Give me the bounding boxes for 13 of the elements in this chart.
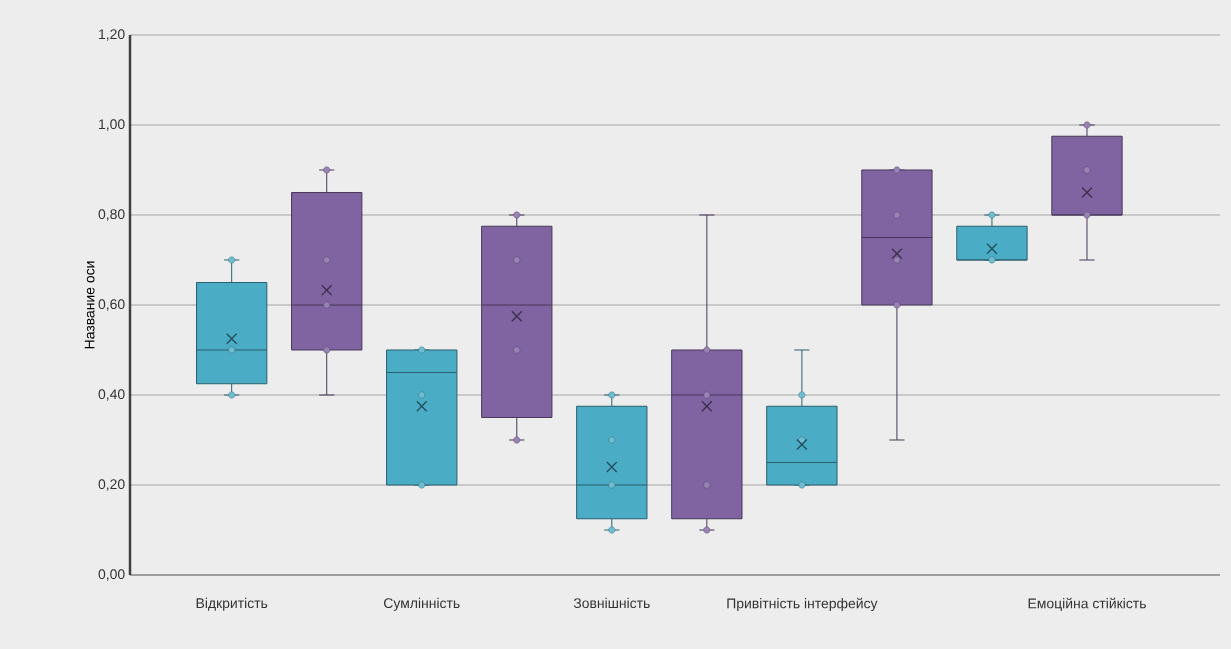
y-tick-label: 0,00 xyxy=(98,569,125,581)
x-tick-label: Відкритість xyxy=(196,597,268,611)
x-tick-label: Привітність інтерфейсу xyxy=(727,597,878,612)
y-axis-title: Название оси xyxy=(84,261,95,349)
y-tick-label: 0,80 xyxy=(98,209,125,221)
y-tick-label: 0,60 xyxy=(98,299,125,311)
x-tick-label: Зовнішність xyxy=(573,597,650,609)
y-tick-label: 0,40 xyxy=(98,389,125,401)
y-tick-label: 1,20 xyxy=(99,29,125,41)
x-tick-label: Сумлінність xyxy=(384,597,460,611)
y-tick-label: 0,20 xyxy=(98,479,125,491)
x-tick-label: Емоційна стійкість xyxy=(1028,597,1146,611)
y-tick-label: 1,00 xyxy=(99,119,125,131)
